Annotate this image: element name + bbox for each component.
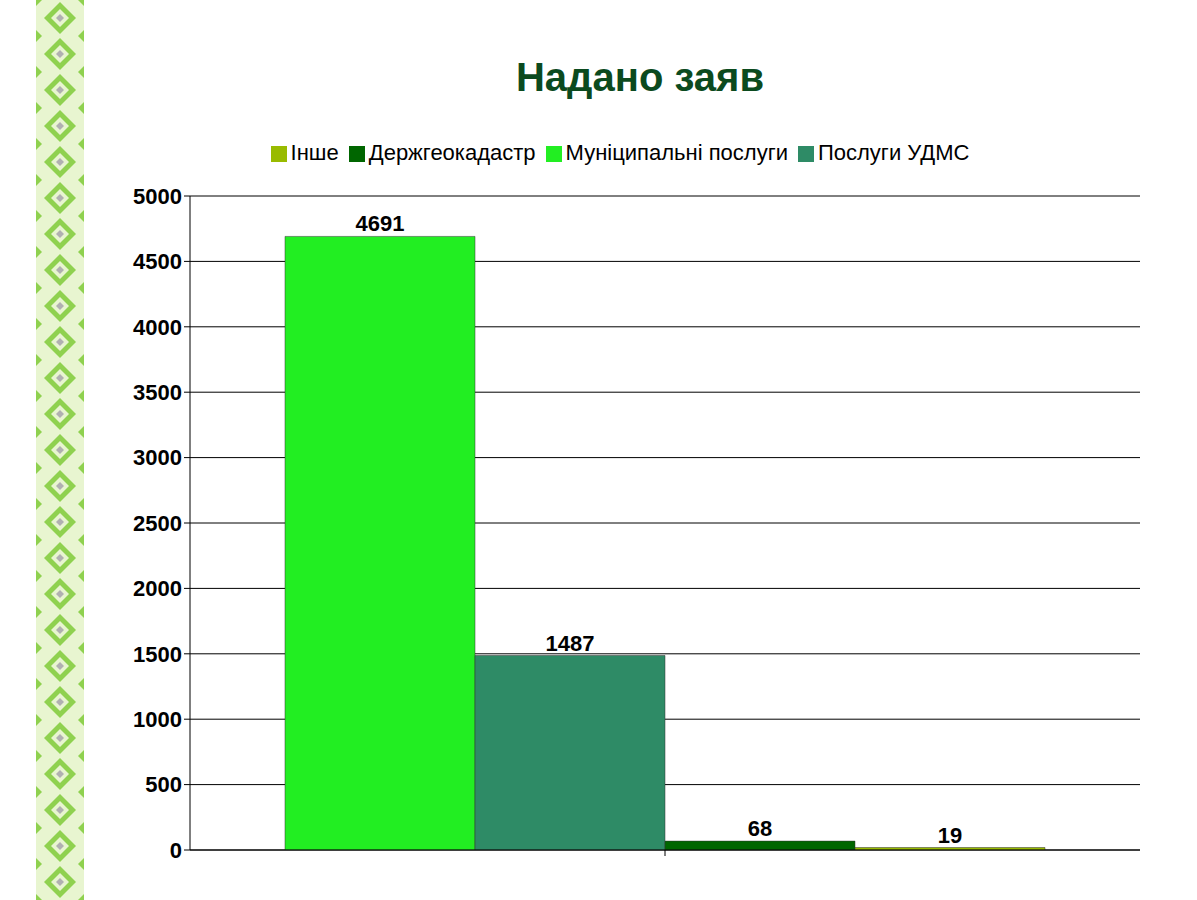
svg-text:1000: 1000 [133, 707, 182, 732]
svg-text:19: 19 [938, 823, 962, 848]
svg-text:4000: 4000 [133, 315, 182, 340]
svg-text:3500: 3500 [133, 380, 182, 405]
svg-text:3000: 3000 [133, 445, 182, 470]
svg-text:500: 500 [145, 772, 182, 797]
svg-text:1500: 1500 [133, 642, 182, 667]
svg-text:4500: 4500 [133, 249, 182, 274]
html-text:Муніципальні послуги: Муніципальні послуги [565, 140, 788, 165]
html-text:Інше: Інше [290, 140, 339, 165]
html-text:Послуги УДМС: Послуги УДМС [818, 140, 970, 165]
svg-text:4691: 4691 [356, 211, 405, 236]
html-text:Держгеокадастр: Держгеокадастр [368, 140, 536, 165]
svg-text:5000: 5000 [133, 184, 182, 209]
svg-text:1487: 1487 [546, 631, 595, 656]
svg-text:2500: 2500 [133, 511, 182, 536]
html-text:Надано заяв: Надано заяв [516, 55, 764, 99]
svg-text:68: 68 [748, 816, 772, 841]
svg-text:2000: 2000 [133, 576, 182, 601]
svg-text:0: 0 [170, 838, 182, 863]
